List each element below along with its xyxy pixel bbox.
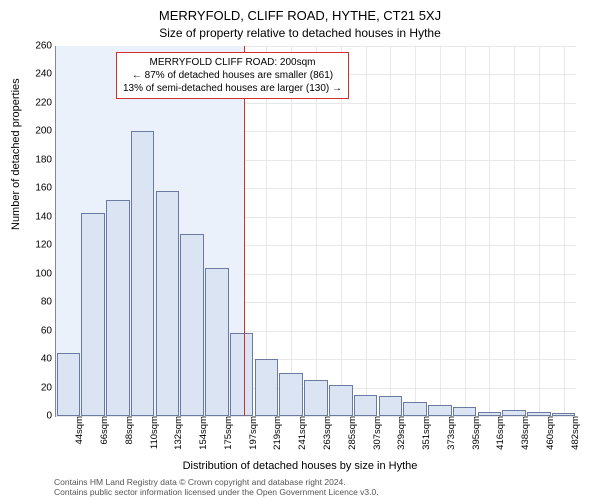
plot-area: 02040608010012014016018020022024026044sq…	[55, 46, 576, 417]
histogram-bar	[180, 234, 204, 416]
histogram-bar	[156, 191, 180, 416]
y-tick: 80	[41, 297, 56, 308]
y-tick: 40	[41, 354, 56, 365]
histogram-bar	[131, 131, 155, 416]
x-tick: 373sqm	[444, 416, 457, 450]
histogram-bar	[205, 268, 229, 416]
x-tick: 460sqm	[543, 416, 556, 450]
histogram-bar	[379, 396, 403, 416]
histogram-bar	[255, 359, 279, 416]
histogram-bar	[502, 410, 526, 416]
x-tick: 175sqm	[221, 416, 234, 450]
x-tick: 263sqm	[320, 416, 333, 450]
x-tick: 351sqm	[419, 416, 432, 450]
histogram-bar	[304, 380, 328, 416]
chart-footer: Contains HM Land Registry data © Crown c…	[54, 477, 379, 497]
x-tick: 241sqm	[295, 416, 308, 450]
footer-line1: Contains HM Land Registry data © Crown c…	[54, 477, 379, 487]
histogram-bar	[403, 402, 427, 416]
chart-title-sub: Size of property relative to detached ho…	[0, 23, 600, 40]
x-tick: 197sqm	[246, 416, 259, 450]
histogram-bar	[329, 385, 353, 416]
histogram-bar	[81, 213, 105, 417]
y-tick: 240	[35, 69, 56, 80]
y-tick: 20	[41, 382, 56, 393]
annotation-line1: MERRYFOLD CLIFF ROAD: 200sqm	[123, 56, 342, 69]
y-tick: 180	[35, 154, 56, 165]
x-tick: 482sqm	[568, 416, 581, 450]
histogram-bar	[453, 407, 477, 416]
x-tick: 395sqm	[469, 416, 482, 450]
x-tick: 329sqm	[394, 416, 407, 450]
y-tick: 0	[46, 411, 56, 422]
histogram-bar	[478, 412, 502, 416]
x-tick: 88sqm	[122, 416, 135, 445]
y-axis-label: Number of detached properties	[10, 78, 22, 230]
reference-line	[244, 46, 246, 416]
histogram-bar	[428, 405, 452, 416]
x-tick: 132sqm	[171, 416, 184, 450]
annotation-line2: ← 87% of detached houses are smaller (86…	[123, 69, 342, 82]
histogram-bar	[230, 333, 254, 416]
x-tick: 66sqm	[97, 416, 110, 445]
x-tick: 154sqm	[196, 416, 209, 450]
annotation-box: MERRYFOLD CLIFF ROAD: 200sqm← 87% of det…	[116, 52, 349, 99]
y-tick: 100	[35, 268, 56, 279]
x-tick: 44sqm	[72, 416, 85, 445]
footer-line2: Contains public sector information licen…	[54, 487, 379, 497]
histogram-bar	[527, 412, 551, 416]
y-tick: 220	[35, 97, 56, 108]
x-axis-label: Distribution of detached houses by size …	[0, 460, 600, 472]
x-tick: 110sqm	[147, 416, 160, 449]
y-tick: 120	[35, 240, 56, 251]
y-tick: 260	[35, 41, 56, 52]
chart-container: MERRYFOLD, CLIFF ROAD, HYTHE, CT21 5XJ S…	[0, 0, 600, 500]
x-tick: 416sqm	[493, 416, 506, 450]
y-tick: 60	[41, 325, 56, 336]
histogram-bar	[552, 413, 576, 416]
histogram-bar	[57, 353, 81, 416]
chart-title-main: MERRYFOLD, CLIFF ROAD, HYTHE, CT21 5XJ	[0, 0, 600, 23]
histogram-bar	[354, 395, 378, 416]
x-tick: 307sqm	[370, 416, 383, 450]
histogram-bar	[279, 373, 303, 416]
x-tick: 438sqm	[518, 416, 531, 450]
y-tick: 200	[35, 126, 56, 137]
x-tick: 285sqm	[345, 416, 358, 450]
annotation-line3: 13% of semi-detached houses are larger (…	[123, 82, 342, 95]
y-tick: 160	[35, 183, 56, 194]
x-tick: 219sqm	[270, 416, 283, 450]
histogram-bar	[106, 200, 130, 416]
y-tick: 140	[35, 211, 56, 222]
